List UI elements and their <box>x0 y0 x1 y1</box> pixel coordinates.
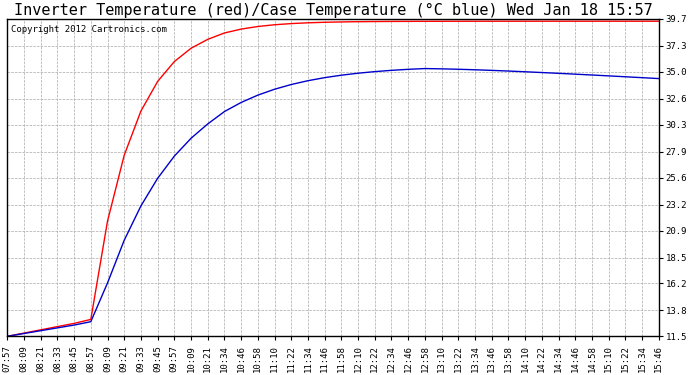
Text: Copyright 2012 Cartronics.com: Copyright 2012 Cartronics.com <box>10 25 166 34</box>
Title: Inverter Temperature (red)/Case Temperature (°C blue) Wed Jan 18 15:57: Inverter Temperature (red)/Case Temperat… <box>14 3 653 18</box>
